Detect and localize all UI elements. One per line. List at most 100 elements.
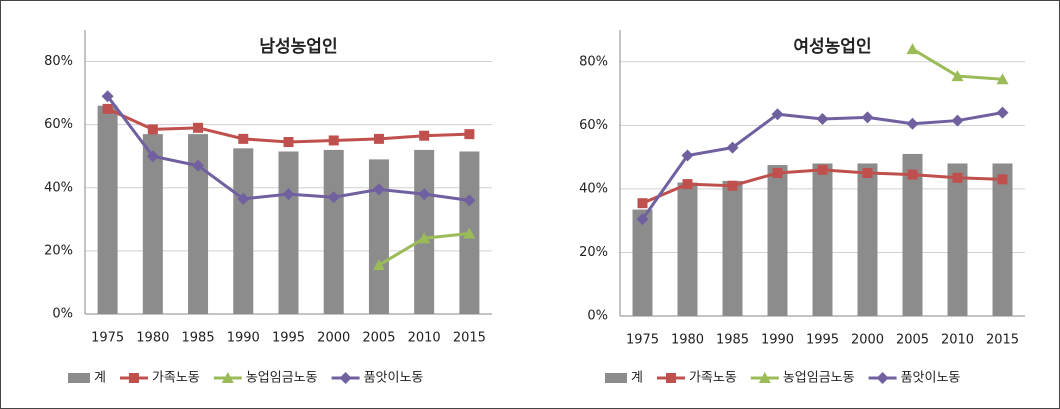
bar: [414, 149, 435, 314]
legend-marker: [221, 372, 234, 383]
legend-label: 농업임금노동: [783, 371, 855, 386]
y-tick-label: 80%: [44, 54, 73, 69]
marker: [771, 108, 784, 121]
x-tick-label: 1980: [136, 331, 169, 346]
x-tick-label: 2000: [317, 331, 350, 346]
marker: [907, 169, 918, 180]
bar: [902, 153, 923, 316]
legend-marker: [339, 372, 352, 384]
y-tick-label: 40%: [579, 181, 608, 196]
marker: [146, 150, 159, 163]
marker: [951, 114, 964, 127]
x-tick-label: 1985: [716, 333, 749, 348]
legend-label: 품앗이노동: [901, 371, 961, 386]
x-tick-label: 1975: [626, 333, 659, 348]
marker: [418, 232, 431, 244]
marker: [193, 122, 204, 133]
bar: [767, 165, 788, 316]
legend-marker: [128, 373, 139, 383]
y-tick-label: 40%: [44, 180, 73, 195]
marker: [906, 43, 919, 55]
y-tick-label: 60%: [44, 117, 73, 132]
x-tick-label: 1990: [227, 331, 260, 346]
marker: [464, 129, 475, 140]
marker: [996, 73, 1009, 85]
bar: [368, 159, 389, 314]
marker: [102, 103, 113, 114]
marker: [238, 133, 249, 144]
marker: [418, 188, 431, 201]
marker: [282, 188, 295, 201]
legend-label: 농업임금노동: [246, 371, 318, 386]
y-tick-label: 0%: [587, 309, 608, 324]
chart-title: 여성농업인: [793, 37, 871, 57]
x-tick-label: 2010: [941, 333, 974, 348]
legend-marker: [665, 373, 676, 383]
x-tick-label: 1995: [272, 331, 305, 346]
x-tick-label: 2015: [986, 333, 1019, 348]
bar: [97, 105, 118, 314]
marker: [419, 130, 430, 141]
legend-swatch: [68, 373, 90, 383]
x-tick-label: 2000: [851, 333, 884, 348]
x-tick-label: 2015: [453, 331, 486, 346]
bar: [632, 209, 653, 316]
legend-label: 계: [94, 371, 106, 386]
legend-marker: [758, 372, 771, 383]
marker: [816, 112, 829, 125]
bar: [142, 134, 163, 314]
marker: [636, 213, 649, 226]
marker: [373, 133, 384, 144]
bar: [188, 134, 209, 314]
x-tick-label: 2005: [362, 331, 395, 346]
bar: [992, 163, 1013, 316]
bar: [278, 151, 299, 314]
x-tick-label: 1985: [182, 331, 215, 346]
y-tick-label: 20%: [579, 245, 608, 260]
marker: [192, 159, 205, 172]
bar: [323, 149, 344, 314]
marker: [237, 192, 250, 205]
y-tick-label: 60%: [579, 118, 608, 133]
legend-label: 계: [631, 371, 643, 386]
bar: [233, 148, 254, 314]
marker: [996, 106, 1009, 119]
bar: [857, 163, 878, 316]
marker: [997, 174, 1008, 185]
bar: [677, 182, 698, 316]
legend-label: 가족노동: [152, 371, 200, 386]
marker: [861, 111, 874, 124]
x-tick-label: 2005: [896, 333, 929, 348]
marker: [328, 135, 339, 146]
chart-title: 남성농업인: [259, 37, 337, 57]
marker: [327, 191, 340, 204]
marker: [372, 259, 385, 271]
marker: [952, 172, 963, 183]
legend-label: 가족노동: [689, 371, 737, 386]
marker: [772, 168, 783, 178]
marker: [283, 137, 294, 148]
marker: [726, 141, 739, 154]
marker: [463, 227, 476, 239]
marker: [951, 70, 964, 82]
bar: [947, 163, 968, 316]
legend-marker: [876, 372, 889, 384]
marker: [682, 179, 693, 190]
x-tick-label: 1980: [671, 333, 704, 348]
y-tick-label: 0%: [52, 307, 73, 322]
marker: [906, 117, 919, 130]
marker: [817, 164, 828, 175]
marker: [101, 90, 114, 103]
marker: [862, 168, 873, 178]
marker: [463, 194, 476, 207]
marker: [637, 198, 648, 209]
y-tick-label: 80%: [579, 54, 608, 69]
bar: [722, 180, 743, 316]
marker: [372, 183, 385, 196]
x-tick-label: 1975: [91, 331, 124, 346]
marker: [681, 149, 694, 162]
bar: [812, 163, 833, 316]
legend-swatch: [605, 373, 627, 383]
